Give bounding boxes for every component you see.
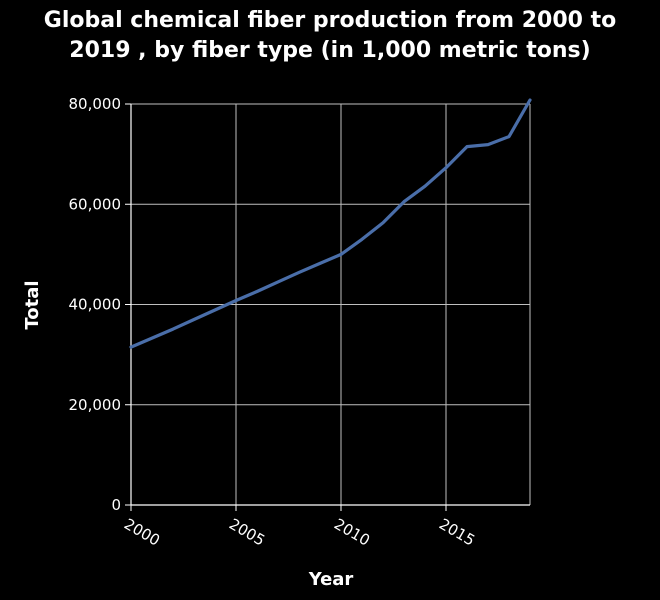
series-line [129,98,532,349]
x-tick-label: 2010 [331,515,373,550]
y-tick-label: 60,000 [69,195,122,213]
y-tick-label: 20,000 [69,396,122,414]
axes [125,103,530,511]
x-tick-label: 2015 [436,515,478,550]
x-tick-labels: 2000 2005 2010 2015 [121,515,478,550]
y-axis-label: Total [22,280,43,329]
x-tick-label: 2000 [121,515,163,550]
x-tick-label: 2005 [226,515,268,550]
series-lines [129,98,532,349]
y-tick-label: 80,000 [69,95,122,113]
chart-title: Global chemical fiber production from 20… [43,8,617,63]
y-tick-label: 0 [111,496,121,514]
x-axis-label: Year [308,569,354,590]
y-tick-label: 40,000 [69,296,122,314]
y-tick-labels: 0 20,000 40,000 60,000 80,000 [69,95,122,514]
grid-lines [130,103,531,506]
